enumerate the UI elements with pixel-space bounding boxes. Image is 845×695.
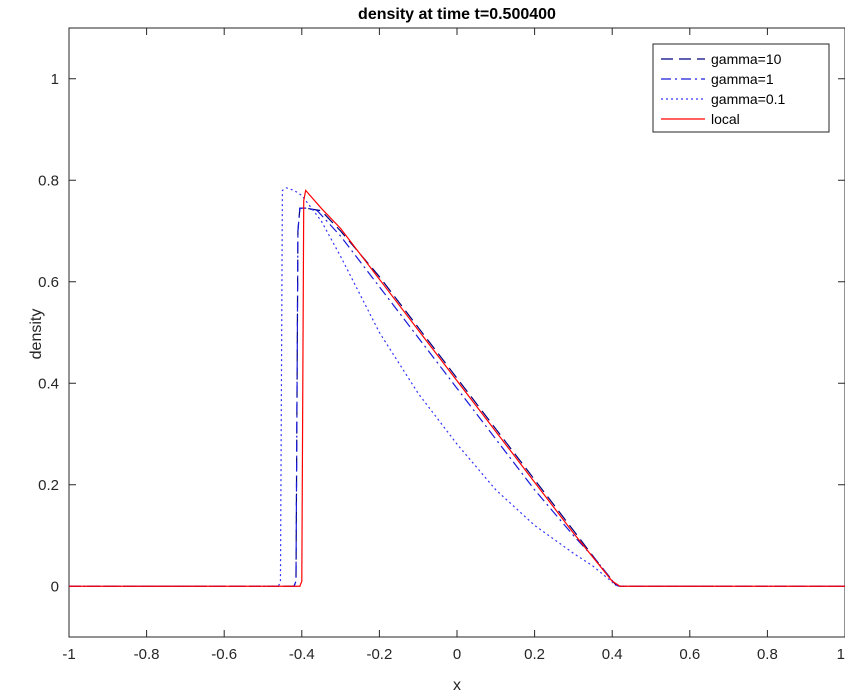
y-tick-label: 1 xyxy=(51,71,59,88)
legend-label: gamma=1 xyxy=(711,71,774,87)
series-line-gamma-1 xyxy=(69,207,845,587)
x-tick-label: -0.8 xyxy=(134,646,160,663)
x-tick-label: -0.2 xyxy=(366,646,392,663)
x-axis-label: x xyxy=(453,677,461,694)
y-tick-label: 0 xyxy=(51,578,59,595)
x-tick-label: -0.4 xyxy=(289,646,315,663)
series-group xyxy=(69,187,845,587)
x-tick-label: 0.2 xyxy=(524,646,545,663)
x-tick-label: 1 xyxy=(837,646,845,663)
legend-label: gamma=0.1 xyxy=(711,91,786,107)
x-tick-label: 0.8 xyxy=(757,646,778,663)
legend: gamma=10 gamma=1 gamma=0.1 local xyxy=(652,43,830,133)
y-axis-ticks: 0 0.2 0.4 0.6 0.8 1 xyxy=(38,71,845,595)
legend-label: local xyxy=(711,111,740,127)
y-tick-label: 0.8 xyxy=(38,172,59,189)
x-tick-label: -1 xyxy=(62,646,75,663)
series-line-local xyxy=(69,189,845,587)
series-line-gamma-10 xyxy=(69,207,845,587)
y-tick-label: 0.2 xyxy=(38,477,59,494)
y-tick-label: 0.6 xyxy=(38,274,59,291)
x-tick-label: -0.6 xyxy=(211,646,237,663)
x-axis-ticks: -1 -0.8 -0.6 -0.4 -0.2 0 0.2 0.4 0.6 0.8 1 xyxy=(62,28,845,663)
x-tick-label: 0 xyxy=(453,646,461,663)
x-tick-label: 0.4 xyxy=(602,646,623,663)
y-tick-label: 0.4 xyxy=(38,375,59,392)
x-tick-label: 0.6 xyxy=(679,646,700,663)
series-line-gamma-0-1 xyxy=(69,187,845,587)
chart-title: density at time t=0.500400 xyxy=(358,6,556,23)
legend-label: gamma=10 xyxy=(711,51,782,67)
y-axis-label: density xyxy=(28,309,45,360)
